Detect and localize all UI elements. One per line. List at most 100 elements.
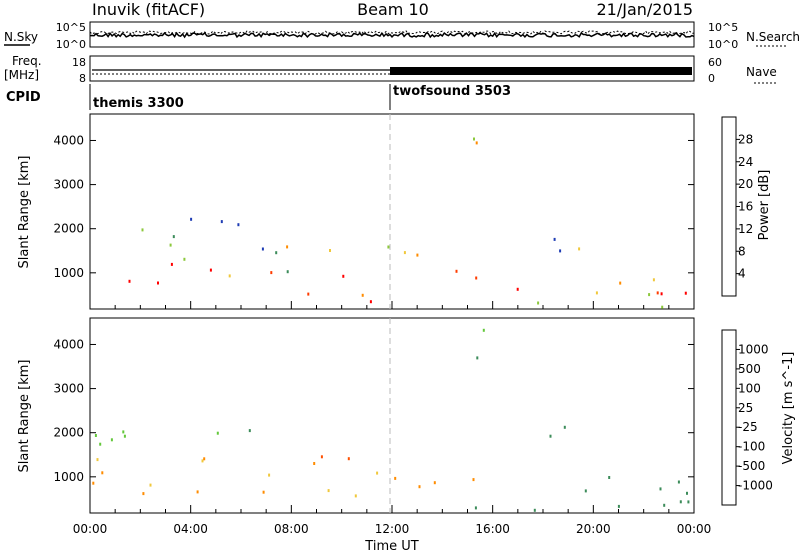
data-cell bbox=[619, 281, 622, 285]
freq-label-2: [MHz] bbox=[4, 68, 39, 82]
freq-block-b bbox=[390, 67, 692, 75]
data-cell bbox=[329, 249, 331, 252]
power-panel-frame bbox=[89, 113, 695, 310]
colorbar-tick-label: 12 bbox=[738, 222, 753, 236]
x-tick-label: 12:00 bbox=[375, 522, 410, 536]
cpid-panel: CPID themis 3300 twofsound 3503 bbox=[6, 84, 511, 111]
data-cell bbox=[648, 293, 651, 297]
data-cell bbox=[342, 274, 345, 278]
noise-panel: N.Sky 10^5 10^0 10^5 10^0 N.Search bbox=[4, 21, 800, 51]
data-cell bbox=[516, 287, 519, 291]
power-panel: 1000 2000 3000 4000 Slant Range [km] bbox=[17, 113, 695, 310]
date-title: 21/Jan/2015 bbox=[596, 0, 693, 19]
y-tick-label: 1000 bbox=[53, 470, 84, 484]
data-cell bbox=[482, 328, 485, 332]
beam-title: Beam 10 bbox=[357, 0, 429, 19]
data-cell bbox=[376, 471, 379, 475]
x-tick-label: 20:00 bbox=[576, 522, 611, 536]
data-cell bbox=[142, 492, 145, 496]
data-cell bbox=[533, 508, 536, 512]
velocity-panel: 1000 2000 3000 4000 Slant Range [km] bbox=[17, 317, 695, 514]
data-cell bbox=[228, 274, 231, 278]
noise-search-line bbox=[89, 30, 695, 35]
colorbar-tick-label: -25 bbox=[738, 420, 758, 434]
data-cell bbox=[275, 251, 278, 255]
velocity-colorbar: 1000 500 100 25 -25 -100 -500 -1000 bbox=[721, 329, 773, 506]
y-tick-label: 4000 bbox=[53, 337, 84, 351]
power-colorbar-label: Power [dB] bbox=[757, 170, 772, 241]
data-cell bbox=[262, 490, 265, 494]
data-cell bbox=[122, 430, 125, 434]
data-cell bbox=[327, 489, 330, 493]
x-tick-label: 16:00 bbox=[475, 522, 510, 536]
data-cell bbox=[261, 247, 264, 251]
data-cell bbox=[149, 483, 152, 487]
freq-left-tick-bottom: 8 bbox=[79, 72, 86, 85]
data-cell bbox=[183, 257, 186, 261]
data-cell bbox=[617, 504, 620, 508]
station-title: Inuvik (fitACF) bbox=[92, 0, 205, 19]
cpid-label: CPID bbox=[6, 90, 41, 105]
data-cell bbox=[209, 268, 212, 272]
x-tick-label: 00:00 bbox=[73, 522, 108, 536]
colorbar-tick-label: -100 bbox=[738, 440, 765, 454]
data-cell bbox=[559, 249, 562, 253]
data-cell bbox=[474, 506, 477, 510]
data-cell bbox=[553, 237, 556, 241]
noise-right-tick-bottom: 10^0 bbox=[708, 38, 738, 51]
data-cell bbox=[563, 425, 566, 429]
noise-right-label: N.Search bbox=[746, 30, 800, 44]
data-cell bbox=[320, 455, 323, 459]
data-cell bbox=[403, 251, 406, 255]
y-tick-label: 3000 bbox=[53, 382, 84, 396]
data-cell bbox=[307, 292, 310, 296]
data-cell bbox=[237, 223, 240, 227]
data-cell bbox=[216, 431, 219, 435]
power-y-axis-label: Slant Range [km] bbox=[17, 156, 32, 269]
colorbar-tick-label: 16 bbox=[738, 200, 753, 214]
x-tick-label: 08:00 bbox=[274, 522, 309, 536]
data-cell bbox=[203, 457, 206, 461]
colorbar-tick-label: 25 bbox=[738, 401, 753, 415]
data-cell bbox=[394, 476, 397, 480]
colorbar-tick-label: 8 bbox=[738, 244, 746, 258]
data-cell bbox=[354, 494, 357, 498]
colorbar-tick-label: 1000 bbox=[738, 342, 769, 356]
data-cell bbox=[101, 471, 104, 475]
data-cell bbox=[387, 245, 390, 249]
y-tick-label: 2000 bbox=[53, 426, 84, 440]
data-cell bbox=[110, 438, 113, 442]
data-cell bbox=[473, 137, 475, 141]
data-cell bbox=[476, 356, 479, 360]
y-tick-label: 1000 bbox=[53, 266, 84, 280]
data-cell bbox=[686, 491, 688, 495]
noise-left-tick-bottom: 10^0 bbox=[56, 38, 86, 51]
data-cell bbox=[652, 278, 655, 282]
velocity-y-axis-label: Slant Range [km] bbox=[17, 360, 32, 473]
data-cell bbox=[595, 291, 598, 295]
data-cell bbox=[361, 293, 364, 297]
power-colorbar: 28 24 20 16 12 8 4 bbox=[721, 116, 753, 297]
data-cell bbox=[96, 458, 99, 462]
y-tick-label: 3000 bbox=[53, 178, 84, 192]
data-cell bbox=[661, 305, 664, 309]
colorbar-tick-label: -1000 bbox=[738, 479, 773, 493]
data-cell bbox=[94, 434, 97, 437]
colorbar-tick-label: -500 bbox=[738, 459, 765, 473]
power-y-ticks: 1000 2000 3000 4000 bbox=[53, 133, 694, 280]
data-cell bbox=[128, 279, 131, 283]
cpid-program-a: themis 3300 bbox=[93, 96, 184, 111]
velocity-data-points bbox=[92, 328, 690, 512]
data-cell bbox=[220, 220, 223, 224]
data-cell bbox=[123, 434, 126, 438]
data-cell bbox=[416, 253, 419, 257]
velocity-panel-frame bbox=[89, 317, 695, 514]
x-axis-ticks: 00:00 04:00 08:00 12:00 16:00 20:00 00:00 bbox=[73, 301, 711, 536]
noise-left-label: N.Sky bbox=[4, 30, 38, 44]
data-cell bbox=[369, 300, 372, 304]
colorbar-tick-label: 500 bbox=[738, 362, 761, 376]
data-cell bbox=[687, 500, 690, 504]
data-cell bbox=[608, 476, 611, 479]
velocity-y-ticks: 1000 2000 3000 4000 bbox=[53, 337, 694, 484]
